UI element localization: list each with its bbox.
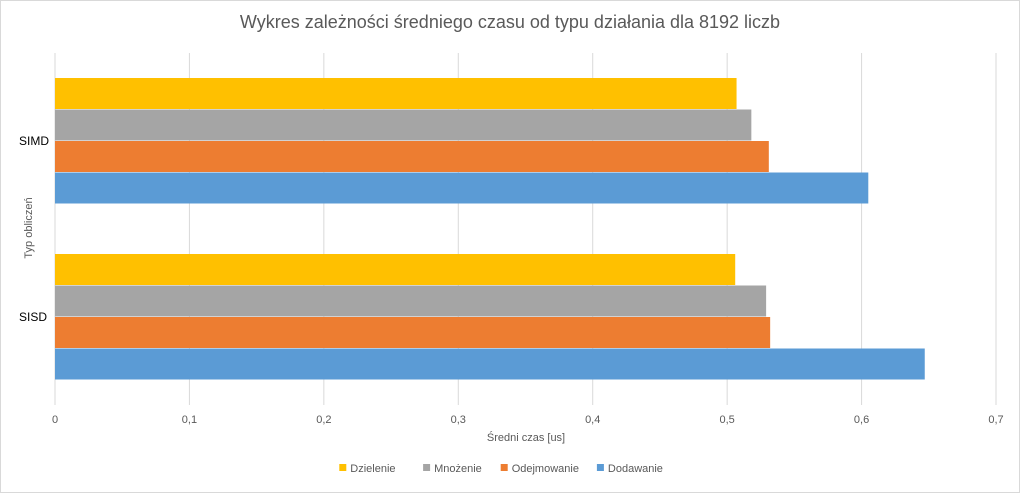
bar-Odejmowanie-SISD <box>55 317 771 348</box>
bar-Dodawanie-SISD <box>55 348 925 380</box>
category-label: SIMD <box>19 134 49 148</box>
legend-swatch-Odejmowanie <box>500 464 508 471</box>
bar-Dodawanie-SIMD <box>55 172 869 204</box>
category-label: SISD <box>19 310 47 324</box>
legend-label: Dzielenie <box>350 463 395 475</box>
x-tick-label: 0,5 <box>719 414 734 426</box>
legend-label: Mnożenie <box>434 463 482 475</box>
bar-Mnożenie-SISD <box>55 285 767 317</box>
x-tick-labels: 0 0,1 0,2 0,3 0,4 0,5 0,6 0,7 <box>52 414 1004 426</box>
legend-label: Odejmowanie <box>512 463 579 475</box>
bar-Odejmowanie-SIMD <box>55 141 769 172</box>
x-axis-title: Średni czas [us] <box>487 431 565 444</box>
x-tick-label: 0 <box>52 414 58 426</box>
bar-Dzielenie-SISD <box>55 254 736 285</box>
bar-Dzielenie-SIMD <box>55 78 737 109</box>
x-tick-label: 0,4 <box>585 414 600 426</box>
x-tick-label: 0,1 <box>182 414 197 426</box>
legend-swatch-Mnożenie <box>423 464 431 471</box>
legend-swatch-Dodawanie <box>596 464 604 471</box>
bar-Mnożenie-SIMD <box>55 109 752 141</box>
legend: Dzielenie Mnożenie Odejmowanie Dodawanie <box>339 463 663 475</box>
legend-swatch-Dzielenie <box>339 464 347 471</box>
y-axis-title: Typ obliczeń <box>23 197 35 258</box>
bars <box>55 78 925 380</box>
category-labels: SISD SIMD <box>19 134 49 324</box>
x-tick-label: 0,2 <box>316 414 331 426</box>
x-tick-label: 0,7 <box>988 414 1003 426</box>
chart-title: Wykres zależności średniego czasu od typ… <box>240 12 780 32</box>
x-tick-label: 0,3 <box>451 414 466 426</box>
legend-label: Dodawanie <box>608 463 663 475</box>
x-tick-label: 0,6 <box>854 414 869 426</box>
